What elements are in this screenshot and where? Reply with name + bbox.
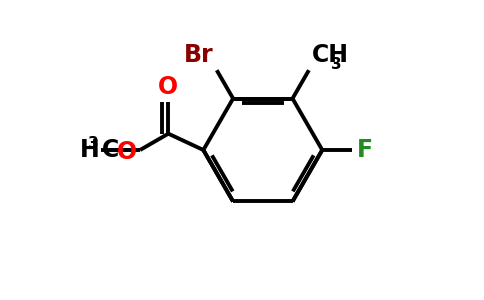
Text: O: O	[158, 76, 179, 100]
Text: F: F	[356, 138, 373, 162]
Text: O: O	[117, 140, 137, 164]
Text: CH: CH	[312, 43, 349, 67]
Text: C: C	[102, 138, 119, 162]
Text: H: H	[80, 138, 100, 162]
Text: 3: 3	[331, 57, 341, 72]
Text: 3: 3	[89, 136, 99, 151]
Text: Br: Br	[184, 43, 214, 67]
